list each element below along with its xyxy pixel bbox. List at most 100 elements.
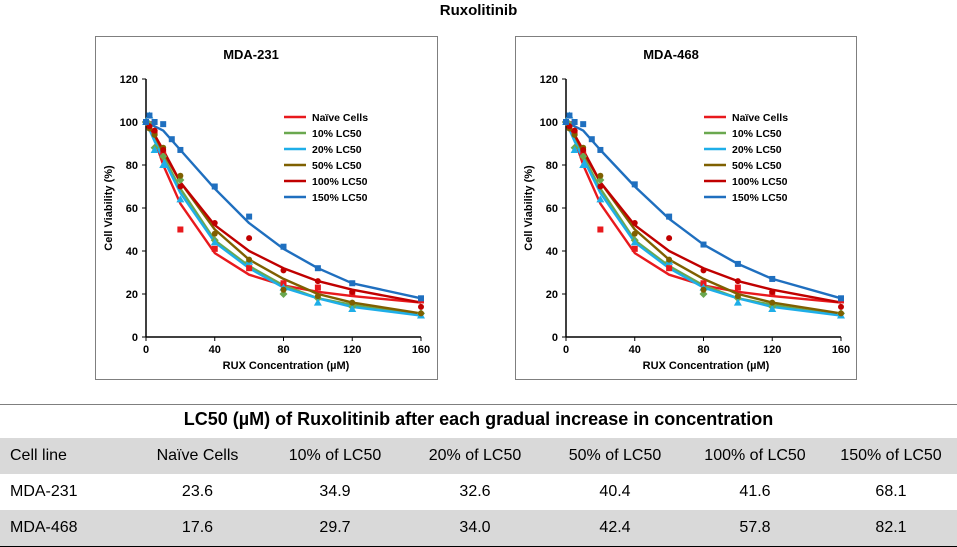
data-point bbox=[418, 310, 424, 317]
data-point bbox=[768, 305, 777, 313]
header-cell: Naïve Cells bbox=[130, 438, 265, 474]
data-point bbox=[700, 286, 707, 293]
lc50-table: Cell line Naïve Cells 10% of LC50 20% of… bbox=[0, 438, 957, 547]
table-cell: 41.6 bbox=[739, 483, 771, 500]
data-point bbox=[769, 299, 776, 306]
data-point bbox=[579, 161, 588, 168]
y-axis-label: Cell Viability (%) bbox=[103, 165, 115, 251]
table-row: MDA-231 23.6 34.9 32.6 40.4 41.6 68.1 bbox=[0, 474, 957, 510]
data-point bbox=[597, 146, 604, 153]
data-point bbox=[597, 226, 604, 233]
header-cell: 10% of LC50 bbox=[265, 438, 405, 474]
data-point bbox=[151, 127, 158, 134]
data-point bbox=[211, 230, 218, 237]
fit-line bbox=[564, 121, 842, 304]
data-point bbox=[314, 293, 321, 300]
data-point bbox=[246, 235, 253, 242]
chart-mda-231: MDA-231 0 20 40 60 80 100 120 0 40 80 120 160 RUX Con… bbox=[95, 36, 438, 380]
data-point bbox=[700, 241, 707, 248]
data-point bbox=[314, 278, 321, 285]
y-tick-label: 0 bbox=[552, 332, 558, 344]
chart-svg-mda-468: MDA-468 0 20 40 60 80 100 120 0 40 80 120 160 RUX Con… bbox=[523, 47, 850, 372]
legend-label: 100% LC50 bbox=[312, 176, 368, 188]
data-point bbox=[146, 112, 153, 119]
table-cell: 17.6 bbox=[130, 510, 265, 547]
data-point bbox=[159, 161, 168, 168]
data-point bbox=[631, 181, 638, 188]
table-cell: 32.6 bbox=[459, 483, 491, 500]
legend-label: Naïve Cells bbox=[312, 112, 368, 124]
data-point bbox=[838, 303, 844, 310]
data-point bbox=[571, 127, 578, 134]
table-cell: 23.6 bbox=[181, 483, 214, 500]
y-tick-label: 40 bbox=[546, 246, 558, 258]
data-point bbox=[733, 298, 742, 306]
table-cell: MDA-231 bbox=[10, 483, 78, 500]
table-cell: MDA-468 bbox=[0, 510, 130, 547]
data-point bbox=[734, 293, 741, 300]
fit-line bbox=[144, 121, 422, 304]
data-point bbox=[143, 119, 149, 125]
data-point bbox=[631, 220, 638, 227]
fit-line bbox=[145, 121, 422, 304]
legend-label: 50% LC50 bbox=[732, 160, 782, 172]
y-tick-label: 60 bbox=[546, 203, 558, 215]
y-tick-label: 40 bbox=[126, 246, 138, 258]
y-tick-label: 120 bbox=[540, 74, 558, 86]
data-point bbox=[150, 145, 159, 153]
table-header-row: Cell line Naïve Cells 10% of LC50 20% of… bbox=[0, 438, 957, 474]
legend-label: 150% LC50 bbox=[312, 192, 368, 204]
data-point bbox=[631, 230, 638, 237]
chart-mda-468: MDA-468 0 20 40 60 80 100 120 0 40 80 120 160 RUX Con… bbox=[515, 36, 857, 380]
data-point bbox=[769, 288, 776, 295]
legend-label: 20% LC50 bbox=[732, 144, 782, 156]
data-point bbox=[566, 112, 573, 119]
data-point bbox=[570, 145, 579, 153]
data-point bbox=[580, 121, 587, 128]
y-tick-label: 80 bbox=[546, 160, 558, 172]
y-tick-label: 100 bbox=[540, 117, 558, 129]
data-point bbox=[349, 288, 356, 295]
legend-label: 10% LC50 bbox=[312, 128, 362, 140]
chart-title: MDA-468 bbox=[643, 47, 699, 62]
header-cell: 100% of LC50 bbox=[685, 438, 825, 474]
data-point bbox=[159, 152, 168, 161]
data-point bbox=[579, 152, 588, 161]
data-point bbox=[349, 299, 356, 306]
data-point bbox=[838, 295, 844, 302]
table-cell: 34.9 bbox=[319, 483, 351, 500]
data-point bbox=[280, 286, 287, 293]
data-point bbox=[168, 136, 175, 143]
figure-title: Ruxolitinib bbox=[439, 2, 518, 19]
data-point bbox=[151, 131, 158, 138]
data-point bbox=[571, 131, 578, 138]
data-point bbox=[211, 245, 218, 252]
data-point bbox=[571, 119, 578, 125]
data-point bbox=[734, 260, 741, 267]
table-cell: 34.0 bbox=[405, 510, 545, 547]
data-point bbox=[177, 183, 184, 190]
data-point bbox=[666, 235, 673, 242]
legend-label: 100% LC50 bbox=[732, 176, 788, 188]
data-point bbox=[246, 265, 253, 272]
table-cell: 40.4 bbox=[599, 483, 631, 500]
legend-label: 50% LC50 bbox=[312, 160, 362, 172]
fit-line bbox=[565, 121, 842, 304]
data-point bbox=[588, 136, 595, 143]
data-point bbox=[596, 195, 605, 203]
data-point bbox=[151, 119, 158, 125]
data-point bbox=[699, 290, 708, 298]
data-point bbox=[211, 183, 218, 190]
x-tick-label: 40 bbox=[629, 344, 641, 356]
x-tick-label: 80 bbox=[277, 344, 289, 356]
data-point bbox=[313, 298, 322, 306]
data-point bbox=[666, 265, 673, 272]
y-tick-label: 0 bbox=[132, 332, 138, 344]
x-tick-label: 160 bbox=[412, 344, 430, 356]
legend-label: 10% LC50 bbox=[732, 128, 782, 140]
table-title: LC50 (µM) of Ruxolitinib after each grad… bbox=[183, 409, 774, 429]
x-tick-label: 0 bbox=[563, 344, 569, 356]
data-point bbox=[280, 267, 287, 274]
data-point bbox=[246, 213, 253, 220]
x-axis-label: RUX Concentration (µM) bbox=[223, 360, 350, 372]
